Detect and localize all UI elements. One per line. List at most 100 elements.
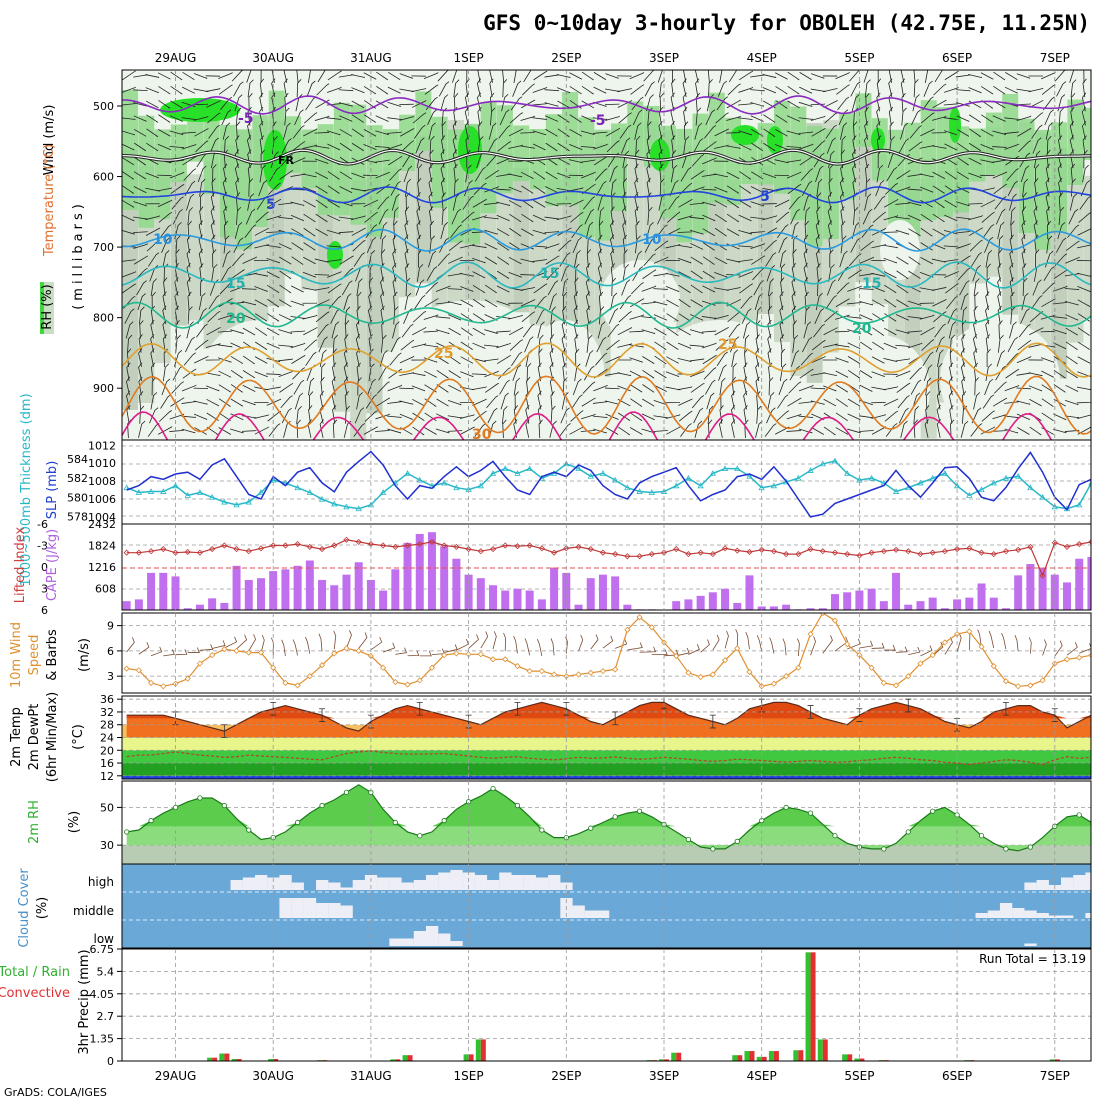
wind-barb [701, 330, 717, 333]
wind-barb [666, 211, 681, 223]
wind-barb [883, 244, 899, 249]
wind-barb [283, 78, 288, 98]
wind-barb [974, 377, 980, 396]
wind-barb [122, 171, 135, 180]
wind-barb [405, 263, 410, 282]
label-temperature: Temperature (°C) [42, 144, 57, 257]
wind-barb [198, 248, 203, 268]
wind-barb [980, 174, 995, 176]
wind10m-barb [456, 639, 469, 651]
wind-barb [489, 70, 493, 83]
wind-barb [1045, 177, 1050, 197]
wind-barb [260, 70, 262, 84]
wind-barb [643, 70, 655, 82]
wind-barb [678, 284, 691, 294]
wind-barb [750, 230, 765, 234]
wind-barb [581, 171, 596, 179]
wind-barb [811, 127, 826, 137]
wind-barb [1009, 234, 1014, 254]
wind-barb [896, 256, 909, 265]
contour-label-15: 15 [226, 276, 245, 292]
cloud-low-bar [425, 926, 439, 946]
wind-barb [1018, 140, 1032, 153]
wind-barb [210, 220, 216, 240]
label-temp-c: (6hr Min/Max) [45, 692, 60, 782]
rh-band-high [937, 107, 953, 217]
wind-barb [290, 300, 305, 306]
wind-barb [756, 306, 762, 325]
label-rh2m-a: 2m RH [27, 800, 42, 844]
wind-barb [508, 128, 524, 137]
wind-barb [356, 319, 361, 339]
wind-barb [537, 321, 545, 339]
wind-barb [193, 413, 208, 420]
wind10m-barb [565, 636, 568, 654]
wind-barb [677, 257, 692, 264]
cape-bar [855, 590, 864, 610]
wind10m-marker [148, 679, 155, 686]
wind-barb [161, 378, 171, 396]
thickness-series-marker [416, 476, 423, 483]
wind-barb [393, 291, 398, 311]
thickness-ticklabel: 584 [67, 453, 88, 466]
wind-barb [218, 84, 233, 95]
wind-barb [1077, 228, 1091, 236]
cloud-middle-bar [596, 910, 610, 918]
wind10m-marker [441, 652, 448, 659]
wind-barb [205, 359, 221, 361]
label-thickness: 1000~500mb Thickness (dm) [19, 393, 34, 586]
wind10m-marker [734, 645, 741, 652]
precip-convective-bar [822, 1039, 828, 1061]
wind-barb [767, 305, 773, 325]
wind-barb [186, 248, 191, 268]
wind-barb [464, 106, 469, 126]
wind-barb [400, 427, 413, 435]
wind-barb [634, 122, 642, 140]
wind-barb [908, 141, 923, 152]
wind-barb [520, 286, 536, 291]
wind-barb [412, 310, 427, 323]
wind-barb [641, 329, 656, 335]
wind-barb [1030, 112, 1044, 124]
wind-barb [435, 329, 450, 334]
wind-barb [520, 299, 536, 307]
thickness-series-marker [587, 472, 594, 479]
wind-barb [822, 359, 838, 361]
wind-barb [739, 185, 752, 194]
wind-barb [169, 145, 185, 149]
thickness-series-marker [1076, 501, 1083, 508]
wind-barb [393, 207, 399, 226]
wind-barb [315, 311, 330, 323]
wind-barb [669, 180, 679, 197]
lifted-index-ticklabel: -6 [37, 518, 48, 531]
rh-band-mid [203, 161, 220, 349]
wind-barb [283, 70, 288, 83]
wind-barb [621, 137, 631, 154]
wind-barb [985, 319, 990, 339]
wind-barb [581, 71, 594, 81]
wind10m-marker [990, 662, 997, 670]
wind-barb [459, 243, 475, 249]
wind-barb [743, 405, 748, 424]
wind-barb [714, 314, 729, 320]
wind-barb [151, 291, 156, 311]
wind-barb [1046, 206, 1051, 225]
wind-barb [547, 280, 559, 296]
wind-barb [327, 199, 340, 208]
wind-barb [909, 367, 923, 380]
wind-barb [654, 355, 667, 365]
wind-barb [944, 271, 959, 278]
wind-barb [254, 227, 270, 236]
wind-barb [126, 362, 131, 382]
wind-barb [933, 83, 947, 96]
wind-barb [414, 294, 426, 310]
wind-barb [145, 87, 159, 94]
wind-barb [428, 177, 433, 197]
wind-barb [222, 191, 228, 211]
cape-bar [256, 578, 265, 610]
wind-barb [472, 215, 487, 221]
wind-barb [133, 243, 149, 249]
cloud-low-bar [401, 938, 414, 946]
wind10m-barb [847, 638, 861, 650]
wind-barb [181, 384, 197, 392]
